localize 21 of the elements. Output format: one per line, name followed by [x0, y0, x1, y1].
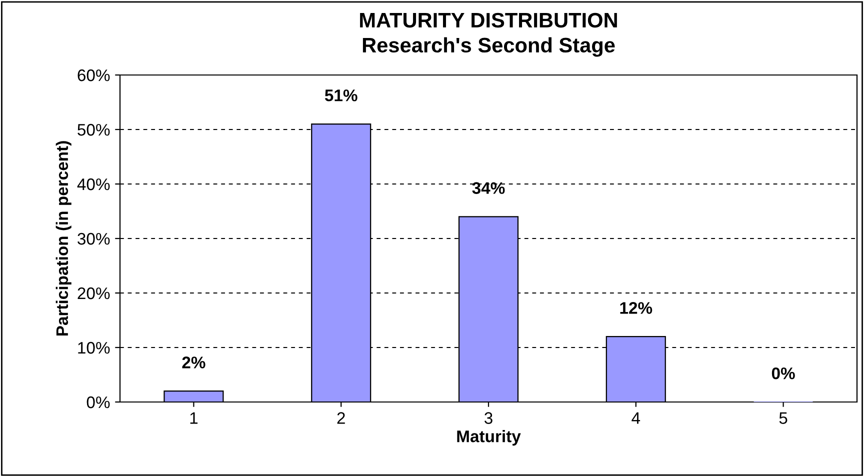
x-tick-label: 1: [190, 412, 198, 424]
y-tick-label: 20%: [78, 287, 110, 300]
y-tick-label: 30%: [78, 232, 110, 245]
data-label: 51%: [324, 90, 358, 102]
x-tick-label: 3: [484, 412, 492, 424]
y-tick-label: 10%: [78, 342, 110, 354]
chart-title: MATURITY DISTRIBUTION: [360, 12, 617, 28]
data-label: 34%: [472, 182, 505, 194]
y-axis-title: Participation (in percent): [56, 141, 72, 336]
x-tick-label: 4: [632, 412, 640, 424]
y-tick-label: 60%: [78, 69, 110, 82]
y-tick-label: 0%: [86, 396, 110, 408]
data-label: 2%: [182, 356, 206, 368]
chart-subtitle: Research's Second Stage: [362, 37, 615, 57]
data-label: 12%: [620, 302, 652, 314]
x-tick-label: 2: [337, 412, 345, 424]
x-axis-title: Maturity: [457, 430, 521, 446]
x-tick-label: 5: [779, 412, 788, 424]
y-tick-label: 50%: [78, 124, 110, 136]
data-label: 0%: [772, 367, 795, 380]
y-tick-label: 40%: [77, 178, 110, 190]
